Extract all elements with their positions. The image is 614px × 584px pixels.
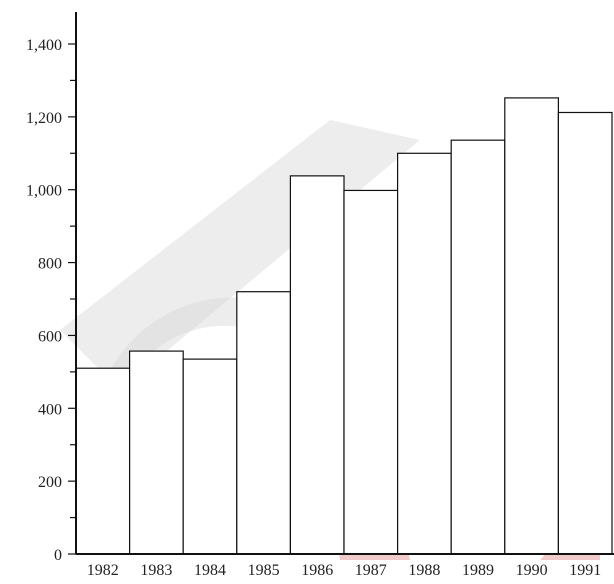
- axes-group: [68, 12, 614, 555]
- x-tick-label: 1985: [248, 562, 280, 579]
- x-tick-label: 1988: [408, 562, 440, 579]
- bar-1988: [397, 152, 452, 555]
- y-tick-label: 800: [38, 256, 62, 273]
- bars-group: [75, 97, 613, 555]
- bar-1984: [182, 358, 238, 555]
- y-tick-label: 200: [38, 474, 62, 491]
- y-tick-label: 0: [54, 547, 62, 564]
- x-tick-label: 1983: [140, 562, 172, 579]
- y-tick-label: 400: [38, 401, 62, 418]
- bar-1986: [289, 175, 345, 555]
- bar-1987: [343, 189, 399, 555]
- bar-1983: [129, 350, 184, 555]
- y-tick-label: 1,400: [26, 37, 62, 54]
- y-tick-label: 1,200: [26, 110, 62, 127]
- x-tick-label: 1990: [516, 562, 548, 579]
- bar-1989: [450, 139, 506, 555]
- bar-1990: [504, 97, 559, 555]
- x-tick-label: 1989: [462, 562, 494, 579]
- y-tick-label: 1,000: [26, 183, 62, 200]
- tick-labels-group: 0 200 400 600 800 1,000 1,200 1,400 1982 1983 1984…: [26, 37, 601, 579]
- x-tick-label: 1987: [355, 562, 387, 579]
- bar-1982: [75, 367, 131, 555]
- x-tick-label: 1984: [194, 562, 226, 579]
- bar-1985: [236, 291, 292, 555]
- bar-1991: [557, 111, 613, 555]
- x-tick-label: 1991: [569, 562, 601, 579]
- x-tick-label: 1982: [87, 562, 119, 579]
- y-tick-label: 600: [38, 328, 62, 345]
- x-tick-label: 1986: [301, 562, 333, 579]
